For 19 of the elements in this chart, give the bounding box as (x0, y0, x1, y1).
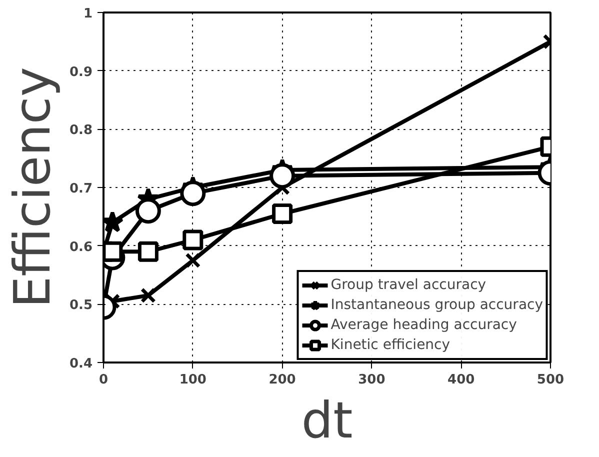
y-tick-label: 0.8 (69, 123, 92, 138)
x-axis-title: dt (301, 392, 353, 450)
y-tick-label: 0.6 (69, 240, 92, 255)
y-tick-label: 0.7 (69, 182, 92, 196)
legend-label: Average heading accuracy (330, 317, 517, 333)
y-axis-title: Efficiency (3, 67, 62, 308)
x-tick-label: 200 (268, 372, 296, 388)
y-tick-label: 1 (83, 6, 92, 22)
y-tick-label: 0.5 (69, 298, 92, 314)
y-tick-label: 0.9 (69, 64, 92, 80)
y-tick-label: 0.4 (69, 356, 92, 372)
x-tick-label: 100 (179, 372, 206, 388)
x-tick-label: 500 (536, 372, 564, 388)
legend-label: Kinetic efficiency (330, 337, 450, 353)
x-tick-label: 400 (448, 372, 475, 388)
legend-label: Instantaneous group accuracy (330, 297, 543, 313)
legend-label: Group travel accuracy (330, 277, 486, 293)
x-tick-label: 0 (98, 372, 108, 388)
x-tick-label: 300 (358, 372, 386, 388)
